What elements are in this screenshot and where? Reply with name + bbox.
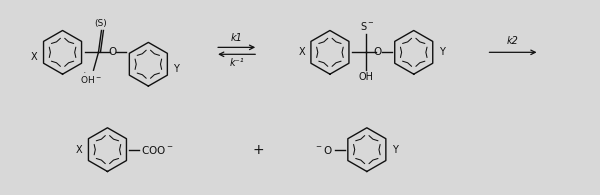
Text: Y: Y [173, 64, 179, 74]
Text: Y: Y [439, 47, 445, 57]
Text: COO$^-$: COO$^-$ [142, 144, 174, 156]
Text: O: O [109, 47, 116, 57]
Text: Y: Y [392, 145, 398, 155]
Text: +: + [252, 143, 264, 157]
Text: (S): (S) [94, 19, 107, 27]
Text: S$^-$: S$^-$ [359, 20, 374, 32]
Text: k1: k1 [231, 33, 242, 43]
Text: $\mathdefault{\dot{O}}$H$^-$: $\mathdefault{\dot{O}}$H$^-$ [80, 72, 101, 86]
Text: X: X [31, 52, 38, 62]
Text: OH: OH [358, 72, 373, 82]
Text: O: O [374, 47, 382, 57]
Text: $^-$O: $^-$O [314, 144, 333, 156]
Text: k⁻¹: k⁻¹ [229, 58, 244, 68]
Text: X: X [298, 47, 305, 57]
Text: k2: k2 [507, 36, 519, 46]
Text: X: X [76, 145, 83, 155]
